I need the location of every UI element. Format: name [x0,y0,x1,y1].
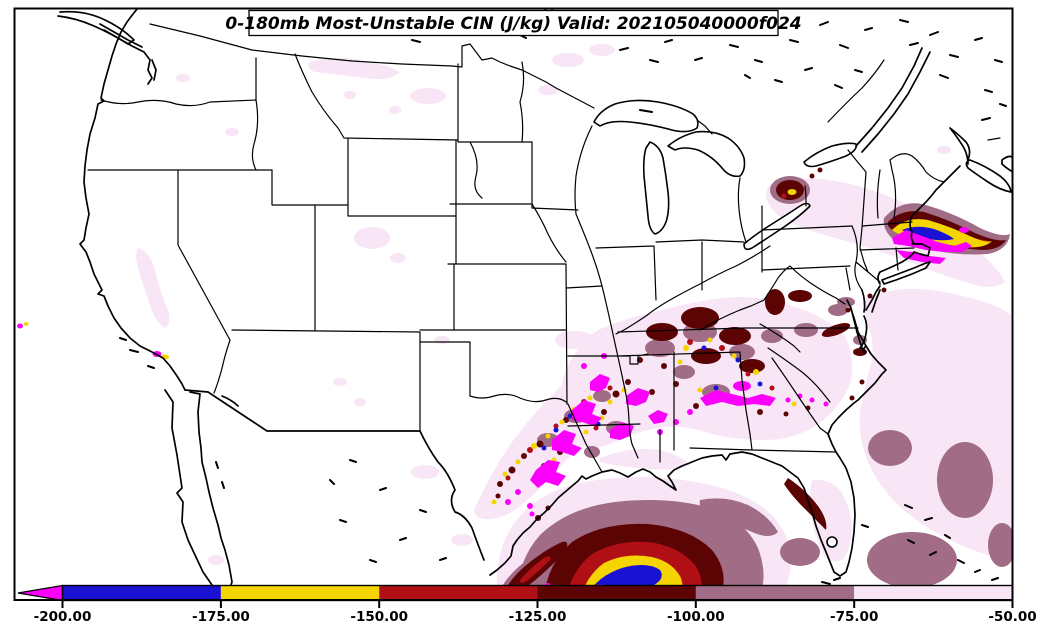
tick-label--125: -125.00 [509,609,567,625]
colorbar-tick-labels: -200.00 -175.00 -150.00 -125.00 -100.00 … [34,609,1037,625]
colorbar-segment-3 [379,585,538,601]
tick-label--200: -200.00 [34,609,92,625]
tick-label--75: -75.00 [830,609,878,625]
lake-michigan [642,141,670,235]
lake-huron [667,130,746,178]
colorbar-segment-4 [537,585,696,601]
colorbar-ticks [61,600,1014,608]
title-box-background [248,9,779,37]
title-box: 0-180mb Most-Unstable CIN (J/kg) Valid: … [225,9,802,37]
coastlines [57,9,1012,599]
great-lakes [593,99,858,548]
tick-label--50: -50.00 [988,609,1036,625]
colorbar-segment-2 [220,585,380,601]
colorbar-underflow-arrow [17,584,64,602]
lake-superior [593,99,699,133]
page-title: 0-180mb Most-Unstable CIN (J/kg) Valid: … [225,14,801,34]
tick-label--150: -150.00 [350,609,408,625]
colorbar-segment-1 [62,585,221,601]
lake-ontario [803,142,858,168]
colorbar-segment-5 [695,585,855,601]
state-and-national-borders [87,23,1001,473]
tick-label--100: -100.00 [667,609,725,625]
lake-erie [743,202,811,251]
map-frame [13,7,1014,601]
colorbar-segment-6 [854,585,1013,601]
tick-label--175: -175.00 [192,609,250,625]
lake-okeechobee [826,536,838,548]
colorbar: -200.00 -175.00 -150.00 -125.00 -100.00 … [17,584,1037,625]
